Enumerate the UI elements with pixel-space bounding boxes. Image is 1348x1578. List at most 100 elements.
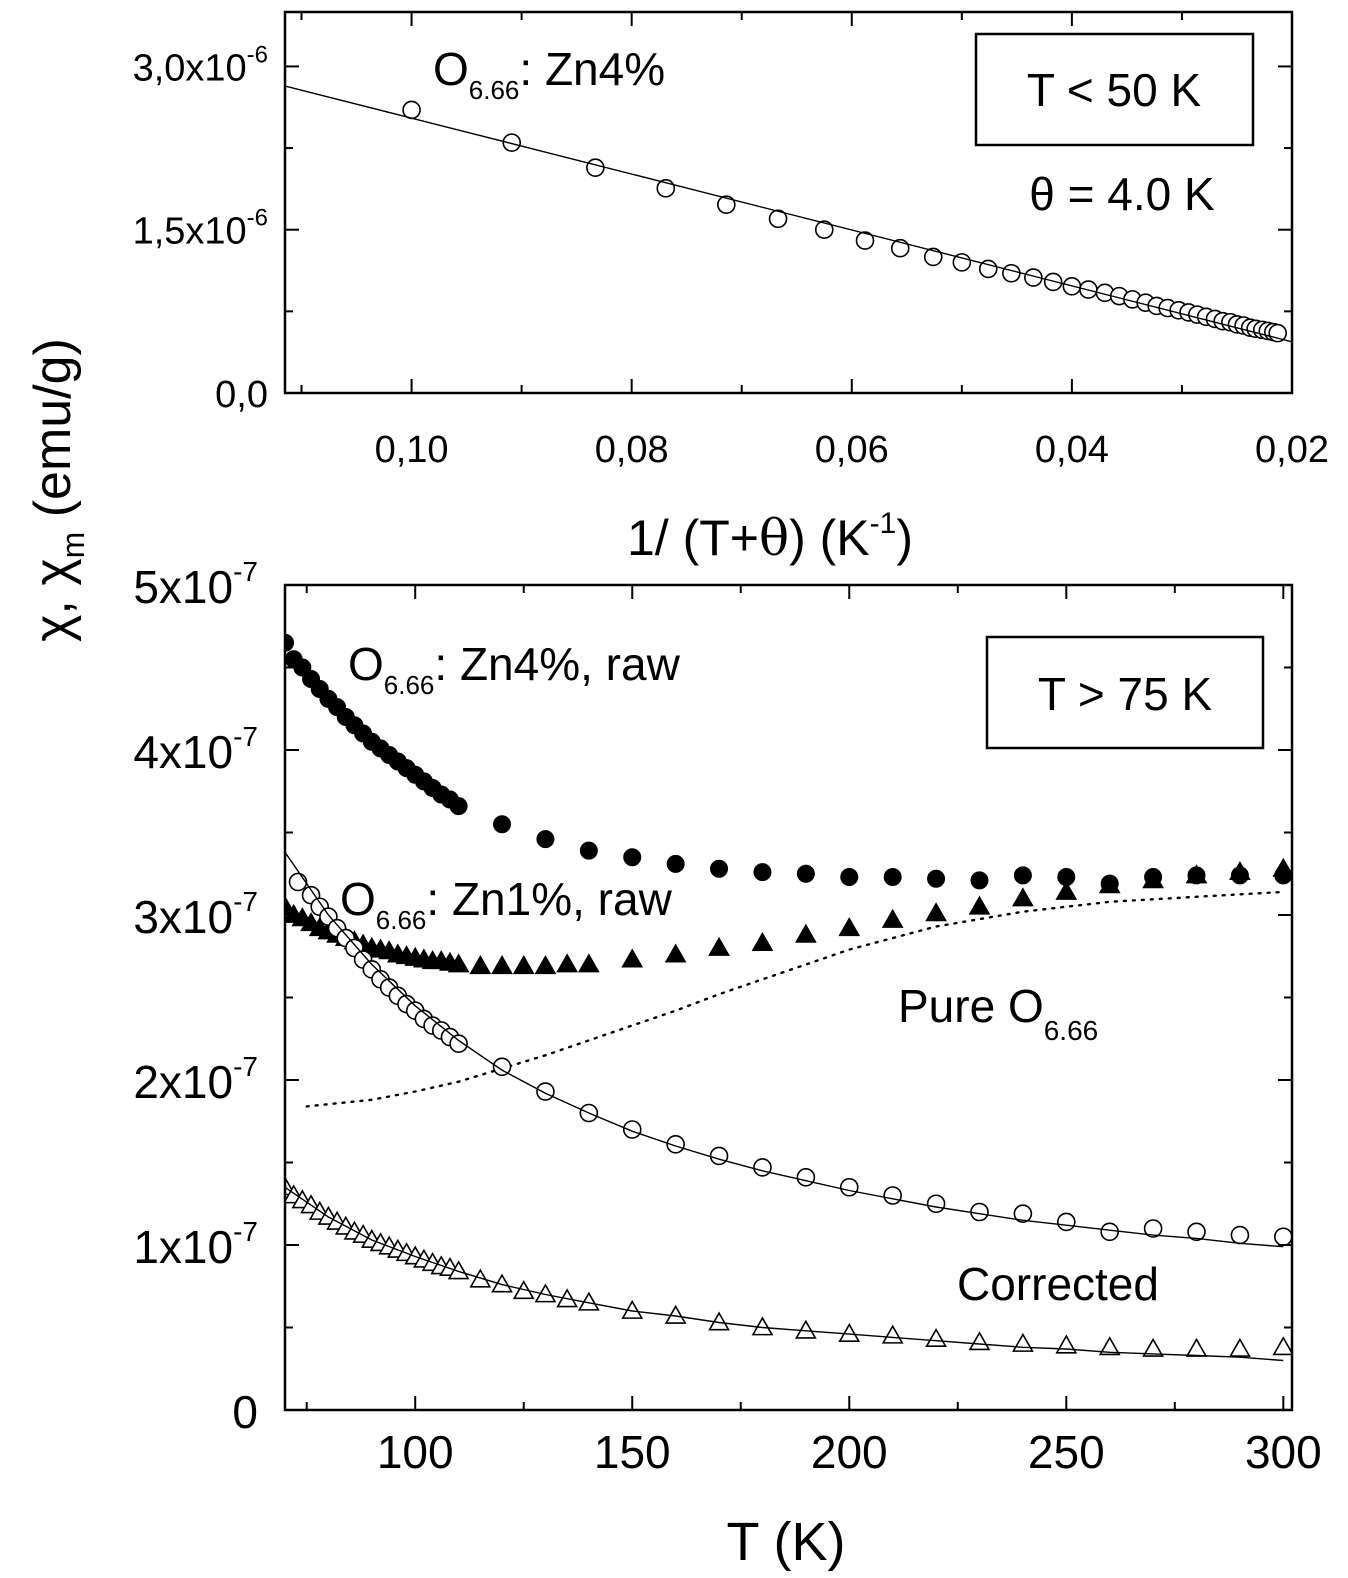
shared-y-axis-label: χ, χm (emu/g) (24, 338, 91, 642)
chart-1-series-3-point (1100, 1222, 1119, 1242)
chart-1-series-1-point (838, 917, 861, 937)
chart-1-series-3-point (883, 1186, 902, 1205)
chart-0-series-0-point (717, 195, 736, 214)
chart-1-series-1-point (1142, 869, 1164, 889)
chart-1-series-1-point (708, 936, 730, 956)
top-x-tick-label: 0,04 (1035, 429, 1109, 471)
chart-1-series-3-markers (288, 872, 1292, 1247)
shared-y-label: χ, χm (emu/g) (24, 338, 91, 642)
chart-1-series-3-point (666, 1135, 685, 1154)
bottom-y-tick-label: 0 (232, 1386, 258, 1438)
chart-1-series-5-point (491, 1273, 513, 1293)
chart-1-series-0-point (1013, 866, 1032, 885)
chart-1-series-3-point (536, 1082, 555, 1101)
bottom-chart: 100 150 200 250 300 0 1x10-7 2x10-7 3x10-7 4x10-7… (133, 556, 1321, 1572)
chart-0-series-0-point (814, 220, 834, 240)
chart-0-series-0-point (923, 247, 943, 267)
chart-1-series-1-point (447, 953, 470, 973)
chart-1-series-1-point (881, 908, 904, 928)
chart-1-series-3-point (622, 1120, 642, 1139)
bottom-ticks (285, 584, 1292, 1411)
top-x-tick-label: 0,08 (595, 429, 669, 471)
chart-1-series-3-point (449, 1034, 468, 1053)
chart-1-series-1-point (491, 955, 513, 975)
chart-1-series-3-point (492, 1057, 512, 1077)
bottom-condition-label: T > 75 K (1038, 668, 1213, 720)
chart-1-series-0-point (285, 633, 294, 652)
chart-1-series-5-point (838, 1322, 861, 1343)
chart-0-series-0-point (978, 259, 998, 279)
top-series-label: O6.66: Zn4% (433, 43, 665, 105)
chart-1-series-5-point (794, 1319, 817, 1339)
bottom-y-tick-label: 2x10-7 (133, 1051, 258, 1108)
chart-1-series-1-point (664, 943, 687, 963)
chart-1-series-1-point (925, 902, 947, 922)
chart-1-series-3-point (970, 1202, 989, 1222)
chart-1-series-1-point (534, 955, 557, 975)
chart-1-series-5-point (1055, 1334, 1078, 1354)
chart-1-series-3-point (1274, 1227, 1292, 1247)
top-x-tick-label: 0,02 (1255, 429, 1329, 471)
top-x-tick-label: 0,06 (815, 429, 889, 471)
chart-0-series-0-markers (402, 100, 1287, 343)
chart-1-series-0-point (927, 869, 946, 888)
chart-1-series-1-point (1012, 887, 1034, 907)
top-condition-label: T < 50 K (1027, 64, 1202, 116)
chart-1-series-1-point (512, 955, 535, 975)
chart-1-series-0-markers (285, 633, 1292, 893)
bottom-y-tick-label: 3x10-7 (133, 886, 258, 943)
chart-1-series-0-point (449, 797, 468, 816)
top-plot-frame (283, 10, 1294, 395)
chart-0-series-0-point (1043, 272, 1063, 292)
chart-1-series-5-point (1272, 1336, 1292, 1356)
chart-1-series-1-point (751, 931, 774, 951)
chart-1-series-1-point (1272, 857, 1292, 877)
chart-1-series-2-line (305, 890, 1285, 1108)
chart-1-series-1-point (1098, 874, 1121, 894)
chart-0-series-0-point (502, 133, 522, 152)
chart-1-series-1-point (577, 953, 600, 973)
chart-1-series-3-point (1143, 1219, 1163, 1238)
top-chart: 0,10 0,08 0,06 0,04 0,02 0,0 1,5x10-6 3,0x10-6 1… (133, 10, 1329, 567)
chart-1-series-5-point (1142, 1337, 1164, 1357)
chart-1-series-3-point (796, 1168, 816, 1187)
top-condition-box (974, 32, 1255, 147)
bottom-x-tick-label: 100 (377, 1426, 454, 1478)
chart-1-series-1-markers (285, 857, 1292, 975)
top-plot-area (285, 85, 1292, 343)
chart-0-series-0-point (1002, 263, 1021, 283)
chart-1-series-1-point (1055, 880, 1078, 900)
chart-1-series-3-point (1056, 1212, 1076, 1232)
chart-1-series-1-point (1185, 864, 1208, 884)
chart-1-series-3-point (839, 1177, 859, 1197)
chart-0-series-0-point (768, 209, 788, 229)
chart-1-series-3-point (753, 1158, 772, 1177)
chart-1-series-0-point (536, 830, 555, 849)
chart-1-series-0-point (623, 848, 642, 867)
chart-1-series-6-line (285, 1186, 1284, 1362)
chart-1-series-0-point (970, 871, 989, 890)
chart-1-series-1-point (794, 923, 817, 943)
chart-1-series-5-point (968, 1331, 991, 1351)
chart-1-series-3-point (1013, 1204, 1033, 1223)
chart-1-series-1-point (469, 955, 492, 975)
bottom-y-tick-label: 5x10-7 (133, 556, 258, 613)
chart-1-series-5-point (1229, 1337, 1251, 1357)
chart-1-series-4-line (285, 851, 1284, 1248)
chart-1-series-1-point (968, 895, 991, 915)
chart-1-series-3-point (709, 1146, 729, 1166)
top-y-tick-label: 1,5x10-6 (133, 205, 268, 253)
pure-label: Pure O6.66 (898, 980, 1098, 1046)
bottom-x-tick-label: 200 (811, 1426, 888, 1478)
bottom-condition-box (985, 635, 1265, 750)
theta-label: θ = 4.0 K (1029, 168, 1215, 220)
bottom-x-tick-label: 150 (594, 1426, 671, 1478)
chart-1-series-0-point (493, 815, 512, 834)
corrected-label: Corrected (957, 1258, 1159, 1310)
chart-1-series-0-point (753, 863, 772, 882)
chart-1-series-3-point (1230, 1225, 1250, 1245)
top-x-tick-label: 0,10 (375, 429, 449, 471)
bottom-plot-area (285, 633, 1292, 1362)
chart-1-series-0-point (710, 859, 729, 878)
